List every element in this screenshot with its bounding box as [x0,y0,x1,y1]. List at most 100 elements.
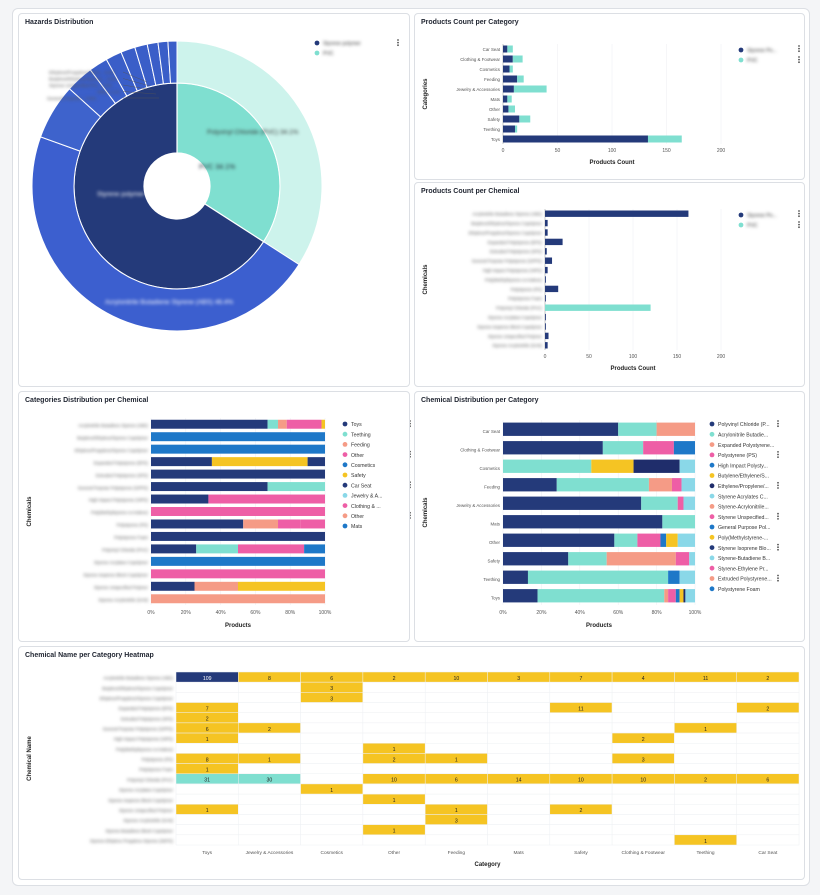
bar-other-polyvinyl-chloride-p [503,533,615,547]
heat-cell-6-8 [674,732,737,744]
heat-cell-6-6 [549,732,613,744]
y-tick-polystyrene-ps: Polystyrene (PS) [117,523,149,528]
bar-safety-acrylonitrile-butadie [568,552,607,566]
bar-polyvinyl-chloride-pvc-other [238,544,305,554]
heat-cell-11-5 [487,783,551,795]
y-tick-jewelry-accessories: Jewelry & Accessories [456,87,500,92]
heat-cell-8-9 [736,753,800,764]
heat-x-label: Category [474,862,501,868]
legend-styrene-isoprene-blo-12-label: Styrene Isoprene Blo... [718,546,771,552]
heat-val-11-2: 1 [330,788,333,794]
heat-y-extruded-polystyrene-xps: Extruded Polystyrene (XPS) [121,716,174,721]
heat-cell-16-2 [300,834,364,846]
bar-cosmetics-styrene-po [503,65,510,73]
legend-styrene-ethylene-pr-14-label: Styrene-Ethylene Pr... [718,566,768,572]
small-label-1: Butylene/Ethylene/Styrene... 0.8% [49,77,117,82]
heat-x-safety: Safety [574,850,588,856]
bar-mats-polyvinyl-chloride-p [503,515,663,529]
heat-val-10-6: 10 [578,778,584,784]
chem-count-panel: Products Count per Chemical 0 50 100 150 200… [414,182,805,387]
y-tick-mats: Mats [490,522,500,527]
legend-toys-0-swatch [342,421,348,427]
legend-pvc-swatch [738,222,744,228]
heat-val-0-7: 4 [642,676,645,682]
heat-cell-4-2 [300,712,364,724]
heat-y-poly-methylstyrene-co-indene: Poly(Methylstyrene-co-Indene) [116,747,174,752]
heat-cell-12-6 [549,793,613,805]
heatmap-title: Chemical Name per Category Heatmap [25,652,154,659]
heat-cell-7-2 [300,742,364,754]
heat-cell-13-7 [611,804,675,815]
y-tick-other: Other [489,540,501,545]
heat-cell-1-7 [611,681,675,693]
menu-dot [798,47,800,50]
menu-0-dot [777,420,779,422]
heat-cell-15-2 [300,824,364,836]
x-axis-label: Products [225,623,252,629]
heatmap-panel: Chemical Name per Category Heatmap Acryl… [18,646,805,880]
bar-toys-styrene-po [503,135,648,143]
bar-acrylonitrile-butadiene-styrene-abs-teething [267,419,279,429]
bar-other-styrene-po [503,105,509,113]
heat-val-13-6: 2 [580,808,583,814]
x-tick-50: 50 [586,354,592,360]
legend-teething-1-label: Teething [351,432,371,438]
legend-jewelry-a-7-label: Jewelry & A... [351,494,382,500]
legend-mats-10-label: Mats [351,524,363,530]
heat-cell-12-9 [736,793,800,805]
bar-teething-high-impact-polysty [668,570,680,584]
heat-cell-7-8 [674,742,737,754]
menu-9-dot [410,511,412,514]
legend-styrene-butadiene-b-13-swatch [709,555,715,561]
heat-cell-15-9 [736,824,800,836]
bar-toys-high-impact-polysty [675,589,680,603]
y-tick-styrene-acrylates-copolymer: Styrene Acrylates Copolymer [94,560,149,565]
bar-other-polystyrene-ps [637,533,661,547]
legend-other-3-swatch [342,452,348,457]
menu2-dot [798,226,800,229]
heat-cell-14-5 [487,814,551,825]
chem-count-chart: 0 50 100 150 200 Acrylonitrile Butadiene Styr… [423,209,800,372]
bar-feeding-polyvinyl-chloride-p [503,478,557,492]
heat-val-7-3: 1 [393,747,396,753]
y-tick-car-seat: Car Seat [483,47,501,52]
heat-x-mats: Mats [513,850,524,856]
bar-mats-pvc [507,95,512,103]
menu-6-dot [777,487,779,489]
legend-styrene-po-swatch [738,47,744,53]
legend-high-impact-polysty-4-swatch [709,462,715,468]
bar-butylene-ethylene-styrene-copolymer-cosmetics [151,432,325,442]
heat-cell-5-6 [549,722,613,734]
menu-9-dot [777,518,779,520]
heat-val-3-9: 2 [766,706,769,712]
heat-val-10-5: 14 [516,778,522,784]
cat-dist-chart: 0% 20% 40% 60% 80% 100% Acrylonitrile Butadien… [27,418,412,629]
heat-x-toys: Toys [202,850,212,856]
heat-y-label: Chemical Name [27,735,33,780]
bar-feeding-pvc [517,75,524,83]
y-tick-general-purpose-polystyrene-gpps: General Purpose Polystyrene (GPPS) [78,485,149,490]
heat-val-13-0: 1 [206,808,209,814]
bar-polyvinyl-chloride-pvc-pvc [545,304,651,311]
bar-clothing-footwear-polyvinyl-chloride-p [503,441,603,455]
menu2-dot [798,61,800,64]
menu-12-dot [777,543,779,546]
bar-polystyrene-ps-toys [151,519,244,529]
heat-cell-12-7 [611,793,675,805]
menu-15-dot [777,574,779,577]
heat-cell-9-8 [674,763,737,775]
heat-val-12-3: 1 [393,798,396,804]
heat-val-10-3: 10 [391,778,397,784]
bar-safety-polyvinyl-chloride-p [503,552,569,566]
heat-cell-16-4 [424,834,488,846]
legend-car-seat-6-swatch [342,482,348,488]
x-tick-1: 20% [181,610,192,616]
bar-polystyrene-ps-feeding [243,519,279,529]
legend-poly-methylstyrene-11-swatch [709,534,715,540]
y-axis-label: Chemicals [27,496,33,527]
menu-12-dot [777,548,779,551]
heat-cell-3-2 [300,702,364,713]
heat-cell-6-5 [487,732,551,744]
heat-val-0-9: 2 [766,676,769,682]
legend-car-seat-6-label: Car Seat [351,483,372,489]
